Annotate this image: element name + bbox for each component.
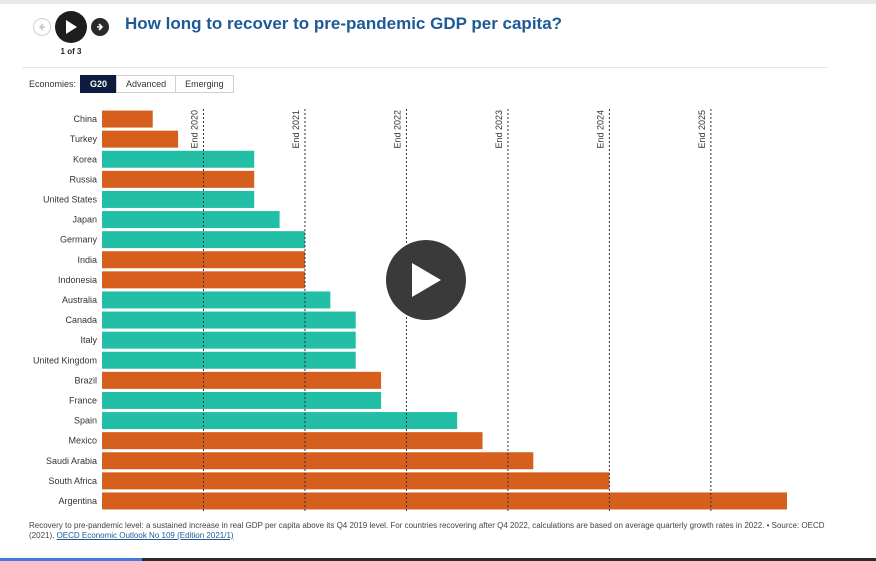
bar (102, 472, 610, 490)
progress-track (0, 558, 876, 561)
video-play-button[interactable] (386, 240, 466, 320)
category-label: United Kingdom (33, 355, 97, 365)
chart-footnote: Recovery to pre-pandemic level: a sustai… (29, 521, 829, 541)
category-label: China (73, 114, 97, 124)
bar (102, 231, 305, 249)
progress-indicator (0, 558, 142, 561)
category-label: Canada (65, 315, 97, 325)
previous-slide-button[interactable] (33, 18, 51, 36)
category-label: Brazil (74, 375, 97, 385)
reference-line-label: End 2023 (494, 110, 504, 149)
category-label: Russia (69, 174, 97, 184)
footnote-text: Recovery to pre-pandemic level: a sustai… (29, 521, 825, 540)
bar (102, 432, 483, 450)
reference-line-label: End 2021 (291, 110, 301, 149)
recovery-bar-chart: China Turkey Korea Russia United States Japan… (33, 109, 787, 511)
category-label: Mexico (68, 436, 97, 446)
bar (102, 311, 356, 329)
top-rule (0, 0, 876, 4)
category-label: Australia (62, 295, 97, 305)
reference-line-label: End 2020 (189, 110, 199, 149)
play-icon (412, 263, 441, 297)
category-label: Italy (80, 335, 97, 345)
bar (102, 291, 331, 309)
bar (102, 492, 787, 510)
bar (102, 412, 458, 430)
header-divider (22, 67, 828, 68)
next-slide-button[interactable] (91, 18, 109, 36)
bar (102, 130, 179, 148)
bar (102, 110, 153, 128)
category-label: Japan (72, 215, 97, 225)
category-label: United States (43, 194, 98, 204)
reference-line-label: End 2022 (392, 110, 402, 149)
bar (102, 251, 305, 269)
bar (102, 150, 255, 168)
reference-line-label: End 2024 (595, 110, 605, 149)
source-link[interactable]: OECD Economic Outlook No 109 (Edition 20… (56, 531, 234, 540)
bar (102, 391, 382, 409)
category-label: France (69, 395, 97, 405)
slide-counter: 1 of 3 (60, 47, 82, 56)
category-label: Germany (60, 235, 98, 245)
arrow-left-icon (39, 23, 45, 31)
category-label: Saudi Arabia (46, 456, 97, 466)
play-slideshow-button[interactable] (55, 11, 87, 43)
category-label: Korea (73, 154, 97, 164)
economy-filter-label: Economies: (29, 79, 77, 89)
bar (102, 211, 280, 229)
economy-filter: Economies: G20 Advanced Emerging (29, 75, 234, 93)
arrow-right-icon (97, 23, 104, 31)
bar (102, 371, 382, 389)
category-label: Spain (74, 416, 97, 426)
category-label: South Africa (48, 476, 97, 486)
category-label: India (77, 255, 97, 265)
page-title: How long to recover to pre-pandemic GDP … (125, 14, 563, 33)
bar (102, 351, 356, 369)
play-icon (66, 20, 77, 34)
category-label: Argentina (58, 496, 97, 506)
bar (102, 331, 356, 349)
category-label: Indonesia (58, 275, 97, 285)
filter-emerging-button[interactable]: Emerging (175, 75, 234, 93)
bar (102, 190, 255, 208)
bar (102, 452, 534, 470)
reference-line-label: End 2025 (697, 110, 707, 149)
category-label: Turkey (70, 134, 98, 144)
bar (102, 271, 305, 289)
bar (102, 170, 255, 188)
